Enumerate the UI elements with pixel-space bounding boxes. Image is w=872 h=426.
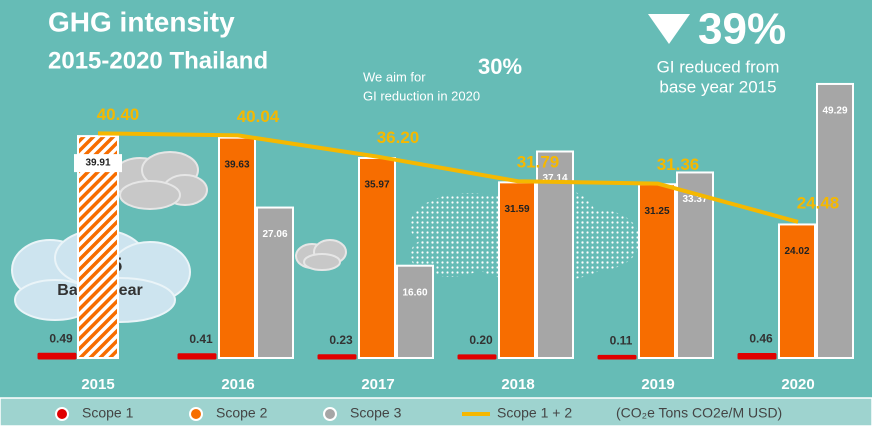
reduction-text: base year 2015 <box>659 77 776 96</box>
legend-label: Scope 1 <box>82 405 134 421</box>
legend-label: Scope 1 + 2 <box>497 405 572 421</box>
value-label: 0.23 <box>329 333 353 347</box>
line-value-label: 40.04 <box>237 107 280 126</box>
reduction-value: 39% <box>698 5 786 54</box>
value-label: 0.49 <box>49 331 73 345</box>
bar-scope2 <box>498 181 536 359</box>
legend-band <box>0 397 872 426</box>
value-label: 35.97 <box>364 180 389 191</box>
down-arrow <box>648 14 690 44</box>
x-tick-label: 2020 <box>781 376 814 393</box>
bar-scope3 <box>396 264 434 360</box>
chart-subtitle: 2015-2020 Thailand <box>48 47 268 74</box>
reduction-text: GI reduced from <box>657 57 780 76</box>
value-label: 37.14 <box>542 173 567 184</box>
line-value-label: 36.20 <box>377 128 420 147</box>
value-label: 39.63 <box>224 159 249 170</box>
value-label: 0.41 <box>189 332 213 346</box>
bar-scope3 <box>676 171 714 359</box>
value-label: 31.25 <box>644 206 669 217</box>
target-value: 30% <box>478 54 522 79</box>
bar-scope2 <box>77 135 119 359</box>
bar-scope3 <box>816 82 854 359</box>
bar-scope1 <box>597 354 637 360</box>
line-scope12 <box>97 131 799 224</box>
bar-scope1 <box>317 354 357 360</box>
legend-label: Scope 2 <box>216 405 268 421</box>
legend-swatch <box>189 407 203 421</box>
value-label: 0.20 <box>469 333 493 347</box>
line-value-label: 31.79 <box>517 153 560 172</box>
value-label: 33.37 <box>682 194 707 205</box>
value-label: 31.59 <box>504 204 529 215</box>
bar-scope3 <box>256 206 294 359</box>
chart-title: GHG intensity <box>48 6 235 37</box>
x-tick-label: 2018 <box>501 376 534 393</box>
value-label: 39.91 <box>85 158 110 169</box>
unit-label: (CO₂e Tons CO2e/M USD) <box>616 405 782 421</box>
value-label: 16.60 <box>402 287 427 298</box>
line-value-label: 24.48 <box>797 193 840 212</box>
bar-scope1 <box>457 354 497 360</box>
target-text: We aim for <box>363 69 426 84</box>
bar-scope2 <box>778 223 816 359</box>
label-box <box>74 154 122 173</box>
x-tick-label: 2016 <box>221 376 254 393</box>
x-tick-label: 2017 <box>361 376 394 393</box>
legend-swatch <box>323 407 337 421</box>
bar-scope2 <box>218 136 256 359</box>
value-label: 49.29 <box>822 106 847 117</box>
bar-scope2 <box>638 183 676 359</box>
value-label: 0.46 <box>749 332 773 346</box>
value-label: 24.02 <box>784 246 809 257</box>
x-tick-label: 2019 <box>641 376 674 393</box>
legend-label: Scope 3 <box>350 405 402 421</box>
x-tick-label: 2015 <box>81 376 114 393</box>
cloud-small <box>295 239 347 271</box>
cloud-gray <box>111 151 208 210</box>
line-value-label: 40.40 <box>97 105 140 124</box>
value-label: 0.11 <box>610 334 633 348</box>
legend-swatch <box>55 407 69 421</box>
bar-scope2 <box>358 157 396 359</box>
value-label: 27.06 <box>262 229 287 240</box>
bar-scope1 <box>737 352 777 360</box>
bar-scope1 <box>177 353 217 360</box>
target-text: GI reduction in 2020 <box>363 88 480 103</box>
line-value-label: 31.36 <box>657 155 700 174</box>
bar-scope3 <box>536 150 574 359</box>
bar-scope1 <box>37 352 77 360</box>
